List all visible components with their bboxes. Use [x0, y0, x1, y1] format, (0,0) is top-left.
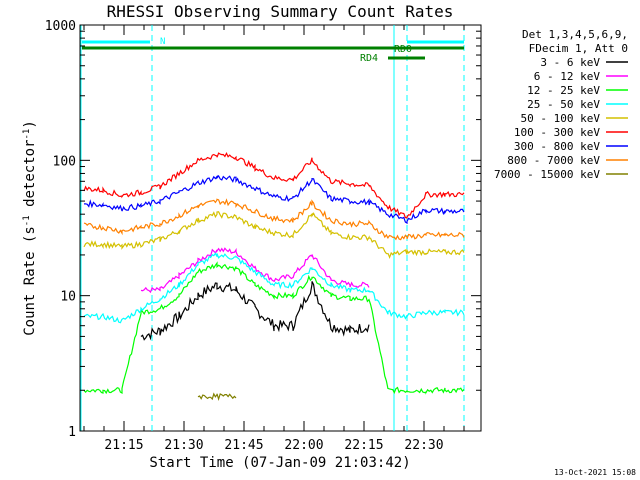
y-label-sup-2: -1 [22, 129, 32, 140]
series-line-7 [83, 198, 465, 241]
legend-label-0: 3 - 6 keV [540, 56, 600, 69]
plot-frame [79, 24, 482, 432]
observing-flag-lines [80, 25, 465, 431]
series-line-4 [83, 211, 465, 259]
legend-label-6: 300 - 800 keV [514, 140, 600, 153]
legend-label-3: 25 - 50 keV [527, 98, 600, 111]
series-line-5 [83, 151, 465, 219]
y-tick-label-2: 100 [53, 154, 76, 169]
rd0-label: RD0 [394, 44, 412, 55]
x-tick-label-1: 21:30 [164, 438, 203, 453]
series-line-8 [197, 392, 237, 402]
series-line-6 [83, 174, 465, 225]
series-line-3 [83, 252, 465, 324]
legend-label-7: 800 - 7000 keV [507, 154, 600, 167]
y-tick-label-3: 1000 [45, 19, 76, 34]
legend-header-0: Det 1,3,4,5,6,9, [522, 28, 628, 41]
series-layer [83, 151, 465, 402]
x-tick-label-4: 22:15 [344, 438, 383, 453]
y-tick-label-1: 10 [60, 290, 76, 305]
series-line-2 [83, 261, 465, 395]
legend-label-2: 12 - 25 keV [527, 84, 600, 97]
axes: 1 10 100 1000 21:15 21:30 21:45 22:00 22:15 22:30 [45, 19, 481, 453]
y-label-main: Count Rate (s [22, 226, 38, 336]
y-label-mid: detector [22, 140, 38, 216]
y-label-end: ) [22, 120, 38, 128]
x-tick-label-2: 21:45 [224, 438, 263, 453]
legend-label-8: 7000 - 15000 keV [494, 168, 600, 181]
legend-label-5: 100 - 300 keV [514, 126, 600, 139]
legend-label-1: 6 - 12 keV [534, 70, 601, 83]
rd4-label: RD4 [360, 53, 378, 64]
y-label-sup-1: -1 [22, 215, 32, 226]
plot-timestamp: 13-Oct-2021 15:08 [554, 468, 636, 477]
legend: Det 1,3,4,5,6,9,FDecim 1, Att 03 - 6 keV… [494, 28, 628, 181]
x-tick-label-3: 22:00 [284, 438, 323, 453]
x-axis-label: Start Time (07-Jan-09 21:03:42) [149, 455, 410, 471]
y-tick-label-0: 1 [68, 425, 76, 440]
series-line-1 [140, 247, 370, 294]
series-line-0 [140, 281, 370, 341]
x-tick-label-5: 22:30 [404, 438, 443, 453]
legend-label-4: 50 - 100 keV [521, 112, 601, 125]
y-axis-label: Count Rate (s-1 detector-1) [22, 120, 38, 336]
chart-title: RHESSI Observing Summary Count Rates [107, 2, 454, 21]
legend-header-1: FDecim 1, Att 0 [529, 42, 628, 55]
saa-flag-label: N [160, 37, 165, 47]
x-tick-label-0: 21:15 [104, 438, 143, 453]
flag-bars: N RD0 RD4 [82, 37, 464, 64]
